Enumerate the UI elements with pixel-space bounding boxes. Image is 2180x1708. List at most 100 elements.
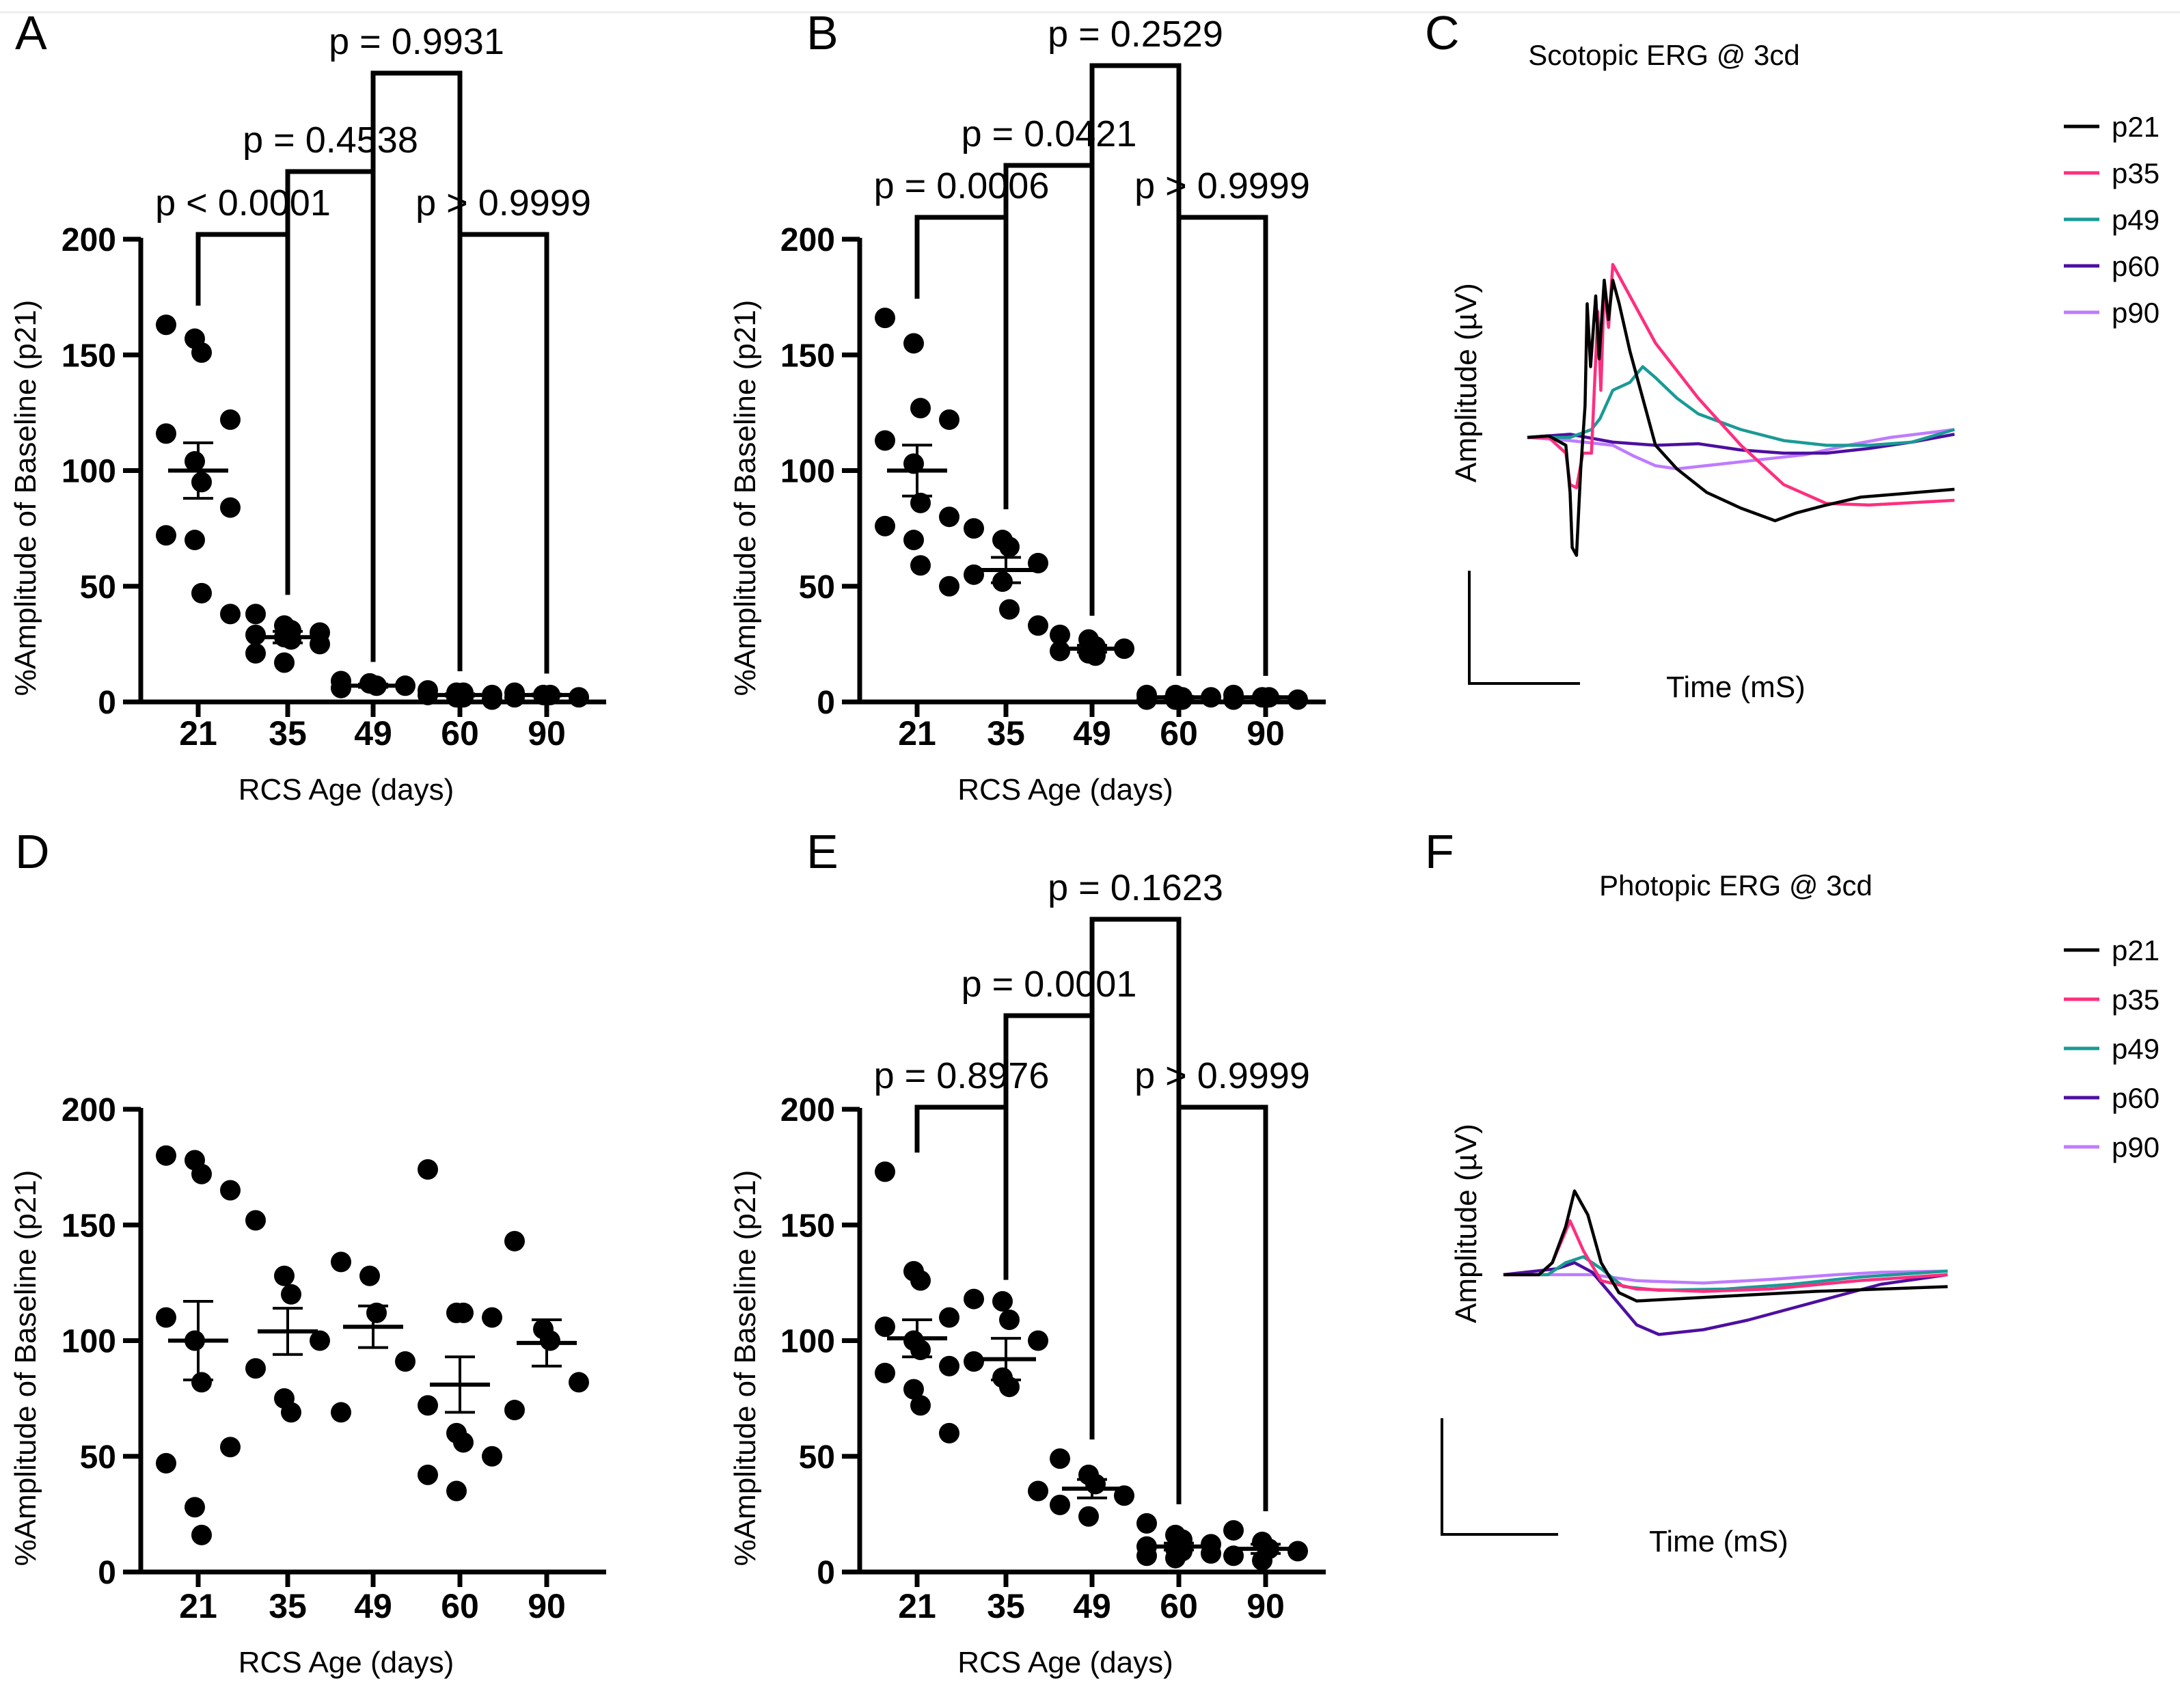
data-point [939, 575, 959, 597]
y-tick-label: 200 [780, 222, 835, 258]
data-point [964, 1288, 984, 1310]
comparison-bracket: p > 0.9999 [1134, 165, 1310, 676]
panel-label-b: B [806, 6, 839, 59]
series-35 [245, 1210, 330, 1423]
data-point [939, 1422, 959, 1443]
data-point [1136, 1513, 1157, 1534]
panels-layer: A 0 50 100 150 200 21 35 49 60 90 RCS Age (days) %Am… [9, 6, 2159, 1679]
panel-label-e: E [806, 825, 839, 878]
y-axis-title: %Amplitude of Baseline (p21) [728, 1170, 762, 1567]
data-point [903, 333, 924, 354]
x-tick-label: 35 [987, 1587, 1025, 1625]
series-21 [875, 1161, 959, 1443]
legend-label-p35: p35 [2112, 157, 2159, 189]
series-90 [504, 1230, 589, 1421]
data-point [245, 624, 266, 645]
panel-c: C Scotopic ERG @ 3cd Time (mS) Amplitude (µ… [1425, 6, 2159, 704]
data-point [245, 1358, 266, 1379]
series-90 [504, 682, 589, 708]
data-point [274, 1265, 295, 1286]
data-point [1028, 1480, 1048, 1502]
series-21 [156, 1145, 241, 1545]
comparison-bracket: p > 0.9999 [415, 182, 591, 674]
legend-label-p21: p21 [2112, 111, 2159, 143]
y-axis-title: Amplitude (µV) [1449, 283, 1483, 483]
data-point [418, 684, 438, 705]
panel-f: F Photopic ERG @ 3cd Time (mS) Amplitude (µ… [1425, 825, 2159, 1558]
legend-label-p60: p60 [2112, 1082, 2159, 1114]
data-point [964, 518, 984, 539]
data-point [1085, 1474, 1106, 1495]
panel-e: E 0 50 100 150 200 21 35 49 60 90 RCS Age (days) %Am… [728, 825, 1326, 1679]
data-point [281, 1284, 301, 1305]
data-point [185, 530, 205, 551]
legend-label-p35: p35 [2112, 984, 2159, 1016]
x-tick-label: 90 [528, 1587, 566, 1625]
y-tick-label: 150 [780, 1208, 835, 1244]
series-60 [418, 680, 502, 710]
series-35 [964, 1288, 1048, 1502]
data-point [191, 582, 212, 604]
data-point [569, 1372, 589, 1393]
panel-label-f: F [1425, 825, 1454, 878]
x-tick-label: 49 [354, 714, 392, 753]
data-point [366, 1302, 387, 1323]
series-90 [1223, 684, 1308, 710]
data-point [875, 1362, 895, 1383]
y-tick-label: 0 [817, 685, 835, 721]
p-value-label: p = 0.8976 [874, 1055, 1050, 1096]
chart-title: Scotopic ERG @ 3cd [1528, 39, 1799, 71]
data-point [964, 564, 984, 585]
trace-line-p49 [1527, 365, 1955, 447]
y-tick-label: 200 [62, 222, 116, 258]
data-point [1223, 1520, 1244, 1541]
data-point [903, 1379, 924, 1400]
data-point [1165, 1547, 1186, 1569]
y-tick-label: 0 [98, 685, 116, 721]
comparison-bracket: p = 0.1623 [1048, 867, 1223, 1107]
data-point [310, 1330, 330, 1351]
data-point [569, 687, 589, 708]
data-point [331, 1402, 351, 1423]
data-point [875, 430, 895, 451]
data-point [1287, 1541, 1308, 1562]
data-point [1028, 1330, 1048, 1351]
bracket-line [914, 215, 1009, 510]
bracket-line [1089, 63, 1182, 217]
y-tick-label: 0 [98, 1555, 116, 1591]
p-value-label: p < 0.0001 [155, 182, 331, 223]
data-point [191, 1163, 212, 1184]
p-value-label: p > 0.9999 [1134, 165, 1310, 206]
scale-bar [1468, 571, 1580, 685]
data-point [220, 1180, 241, 1201]
data-point [245, 604, 266, 625]
series-60 [1136, 684, 1221, 710]
p-value-label: p = 0.1623 [1048, 867, 1223, 908]
p-value-label: p = 0.2529 [1048, 14, 1223, 55]
p-value-label: p = 0.9931 [329, 21, 504, 62]
bracket-line [914, 1104, 1009, 1280]
data-point [910, 1270, 931, 1291]
panel-label-d: D [15, 825, 50, 878]
legend-label-p60: p60 [2112, 250, 2159, 282]
panel-label-a: A [15, 6, 47, 59]
data-point [540, 1330, 560, 1351]
data-point [191, 342, 212, 363]
data-point [999, 1377, 1020, 1398]
y-tick-label: 50 [80, 569, 116, 606]
data-point [245, 1210, 266, 1231]
x-axis-title: Time (mS) [1649, 1525, 1788, 1558]
data-point [220, 409, 241, 431]
x-tick-label: 60 [1160, 714, 1198, 753]
y-axis-title: %Amplitude of Baseline (p21) [728, 300, 762, 696]
legend: p21 p35 p49 p60 p90 [2064, 934, 2159, 1163]
data-point [903, 530, 924, 551]
y-tick-label: 200 [62, 1092, 116, 1128]
y-axis-title: Amplitude (µV) [1449, 1124, 1483, 1323]
data-point [156, 314, 176, 336]
x-tick-label: 21 [898, 1587, 936, 1625]
y-axis-title: %Amplitude of Baseline (p21) [9, 1170, 42, 1567]
comparison-bracket: p = 0.2529 [1048, 14, 1223, 217]
x-tick-label: 21 [179, 714, 217, 753]
